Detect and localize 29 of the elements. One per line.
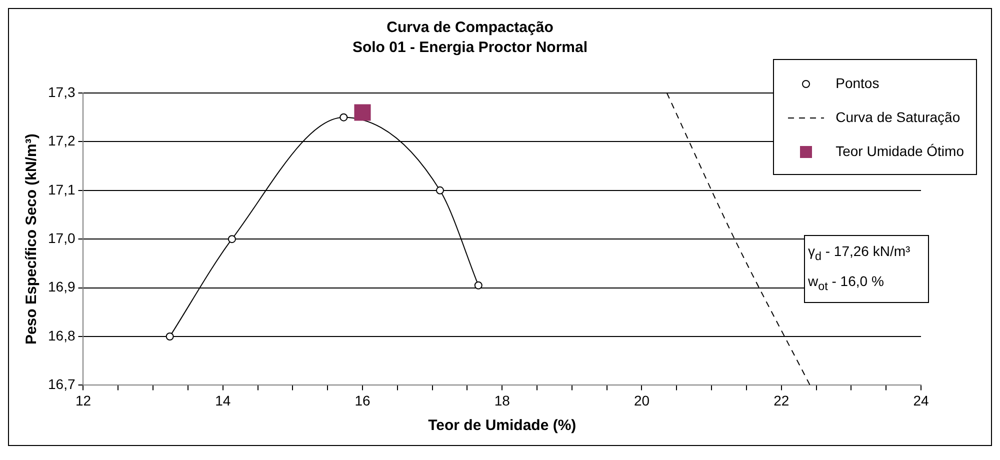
point xyxy=(474,281,482,290)
x-tick-label: 20 xyxy=(634,392,650,408)
y-tick-label: 16,9 xyxy=(48,278,76,295)
x-tick-label: 22 xyxy=(774,392,790,408)
legend-label: Curva de Saturação xyxy=(834,108,962,127)
x-tick-label: 18 xyxy=(494,392,510,408)
legend-label: Teor Umidade Ótimo xyxy=(834,142,964,161)
chart-title: Curva de Compactação xyxy=(386,19,554,36)
annotation: w$_{ot}$ - 16,0 % xyxy=(808,272,885,295)
y-tick-label: 17,3 xyxy=(48,84,76,100)
y-tick-label: 16,7 xyxy=(48,376,76,392)
point xyxy=(340,113,348,122)
x-tick-label: 14 xyxy=(215,392,231,408)
point xyxy=(354,104,371,121)
point xyxy=(436,186,444,194)
x-tick-label: 24 xyxy=(913,392,929,408)
x-tick-label: 12 xyxy=(75,392,92,408)
y-axis-title: Peso Específico Seco (kN/m³) xyxy=(23,134,40,345)
annotation: γ$_{d}$ - 17,26 kN/m³ xyxy=(808,242,910,265)
y-tick-label: 16,8 xyxy=(48,327,76,344)
point xyxy=(228,235,236,244)
point xyxy=(166,332,174,340)
y-tick-label: 17,0 xyxy=(48,230,76,246)
legend-label: Pontos xyxy=(834,74,880,93)
chart-subtitle: Solo 01 - Energia Proctor Normal xyxy=(352,39,588,56)
x-axis-title: Teor de Umidade (%) xyxy=(428,417,576,434)
y-tick-label: 17,2 xyxy=(48,132,76,149)
x-tick-label: 16 xyxy=(354,392,370,408)
y-tick-label: 17,1 xyxy=(48,181,76,198)
